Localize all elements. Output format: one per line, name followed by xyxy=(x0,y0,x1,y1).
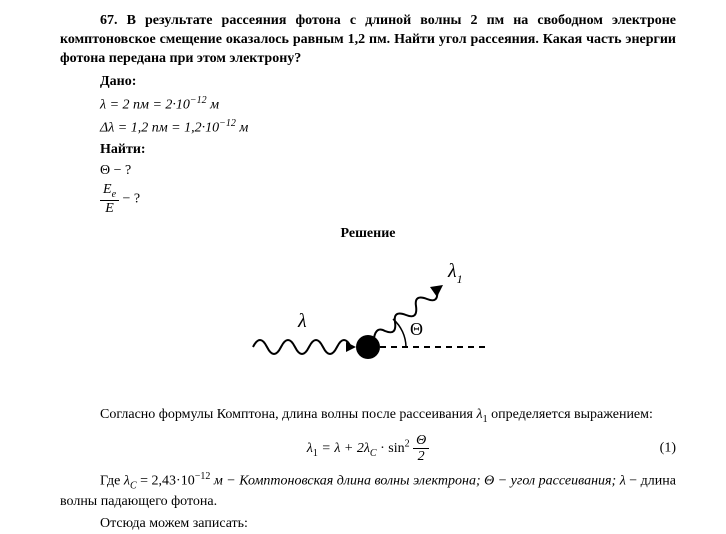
eq1-mid: = λ + 2λ xyxy=(318,441,370,456)
para2-eq: = 2,43·10 xyxy=(137,474,195,489)
compton-diagram: λ λ1 Θ xyxy=(238,252,498,392)
find-after: − ? xyxy=(123,192,141,207)
electron-dot xyxy=(356,335,380,359)
para-3: Отсюда можем записать: xyxy=(60,515,676,534)
incoming-photon xyxy=(253,340,351,354)
solution-header: Решение xyxy=(60,225,676,244)
para1-a: Согласно формулы Комптона, длина волны п… xyxy=(100,407,477,422)
para-1: Согласно формулы Комптона, длина волны п… xyxy=(60,406,676,426)
eq1-frac-den: 2 xyxy=(413,449,429,464)
given-header: Дано: xyxy=(100,73,676,92)
para1-b: определяется выражением: xyxy=(488,407,653,422)
fraction-Ee-E: Ee E xyxy=(100,182,119,216)
problem-text: В результате рассеяния фотона с длиной в… xyxy=(60,13,676,66)
lambda-eq: λ = 2 пм = 2·10 xyxy=(100,97,190,112)
para-2: Где λC = 2,43·10−12 м − Комптоновская дл… xyxy=(60,470,676,512)
exp1: −12 xyxy=(190,95,207,106)
exp2: −12 xyxy=(219,118,236,129)
arrow-out xyxy=(430,285,443,297)
unit2: м xyxy=(236,121,248,136)
eq1-sq: 2 xyxy=(405,438,410,449)
problem-statement: 67. В результате рассеяния фотона с длин… xyxy=(60,12,676,69)
lambda-out-label: λ1 xyxy=(447,260,463,286)
unit1: м xyxy=(207,97,219,112)
given-block: Дано: λ = 2 пм = 2·10−12 м Δλ = 1,2 пм =… xyxy=(100,73,676,217)
find-header: Найти: xyxy=(100,141,676,160)
diagram-container: λ λ1 Θ xyxy=(60,252,676,399)
problem-number: 67. xyxy=(100,13,118,28)
given-line-2: Δλ = 1,2 пм = 1,2·10−12 м xyxy=(100,117,676,139)
para2-b: м − Комптоновская длина волны электрона;… xyxy=(210,474,619,489)
eq1-subC: C xyxy=(370,448,377,459)
scattered-photon xyxy=(374,290,437,338)
theta-label: Θ xyxy=(410,319,423,339)
para2-subC: C xyxy=(130,481,137,492)
lambda-in-label: λ xyxy=(297,310,307,332)
eq1-number: (1) xyxy=(660,439,676,458)
eq1-sin: · sin xyxy=(377,441,405,456)
eq1-frac-num: Θ xyxy=(413,433,429,449)
dlambda-eq: Δλ = 1,2 пм = 1,2·10 xyxy=(100,121,219,136)
fraction-den: E xyxy=(100,201,119,216)
para2-a: Где xyxy=(100,474,124,489)
find-theta: Θ − ? xyxy=(100,162,676,181)
para2-exp: −12 xyxy=(195,471,211,482)
find-fraction-line: Ee E − ? xyxy=(100,182,676,216)
given-line-1: λ = 2 пм = 2·10−12 м xyxy=(100,94,676,116)
fraction-num: Ee xyxy=(100,182,119,201)
arrow-in xyxy=(346,342,356,352)
eq1-frac: Θ 2 xyxy=(413,433,429,465)
equation-1: λ1 = λ + 2λC · sin2 Θ 2 (1) xyxy=(60,433,676,465)
